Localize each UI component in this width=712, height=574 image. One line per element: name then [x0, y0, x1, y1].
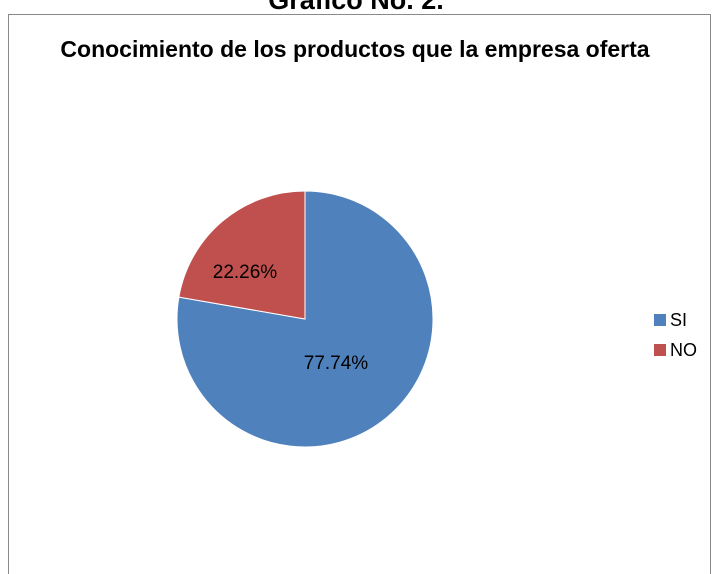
chart-area	[8, 14, 711, 574]
legend-swatch-no	[654, 344, 666, 356]
chart-title: Conocimiento de los productos que la emp…	[60, 36, 650, 62]
legend-swatch-si	[654, 314, 666, 326]
legend-item-no: NO	[654, 336, 697, 364]
legend-label-si: SI	[670, 309, 688, 330]
legend-item-si: SI	[654, 306, 697, 334]
legend-label-no: NO	[670, 339, 697, 360]
data-label-si: 77.74%	[304, 353, 369, 374]
page-header: Grafico No. 2.	[268, 0, 444, 15]
pie-slice-no	[178, 190, 306, 320]
legend: SI NO	[654, 306, 697, 366]
data-label-no: 22.26%	[213, 262, 278, 283]
